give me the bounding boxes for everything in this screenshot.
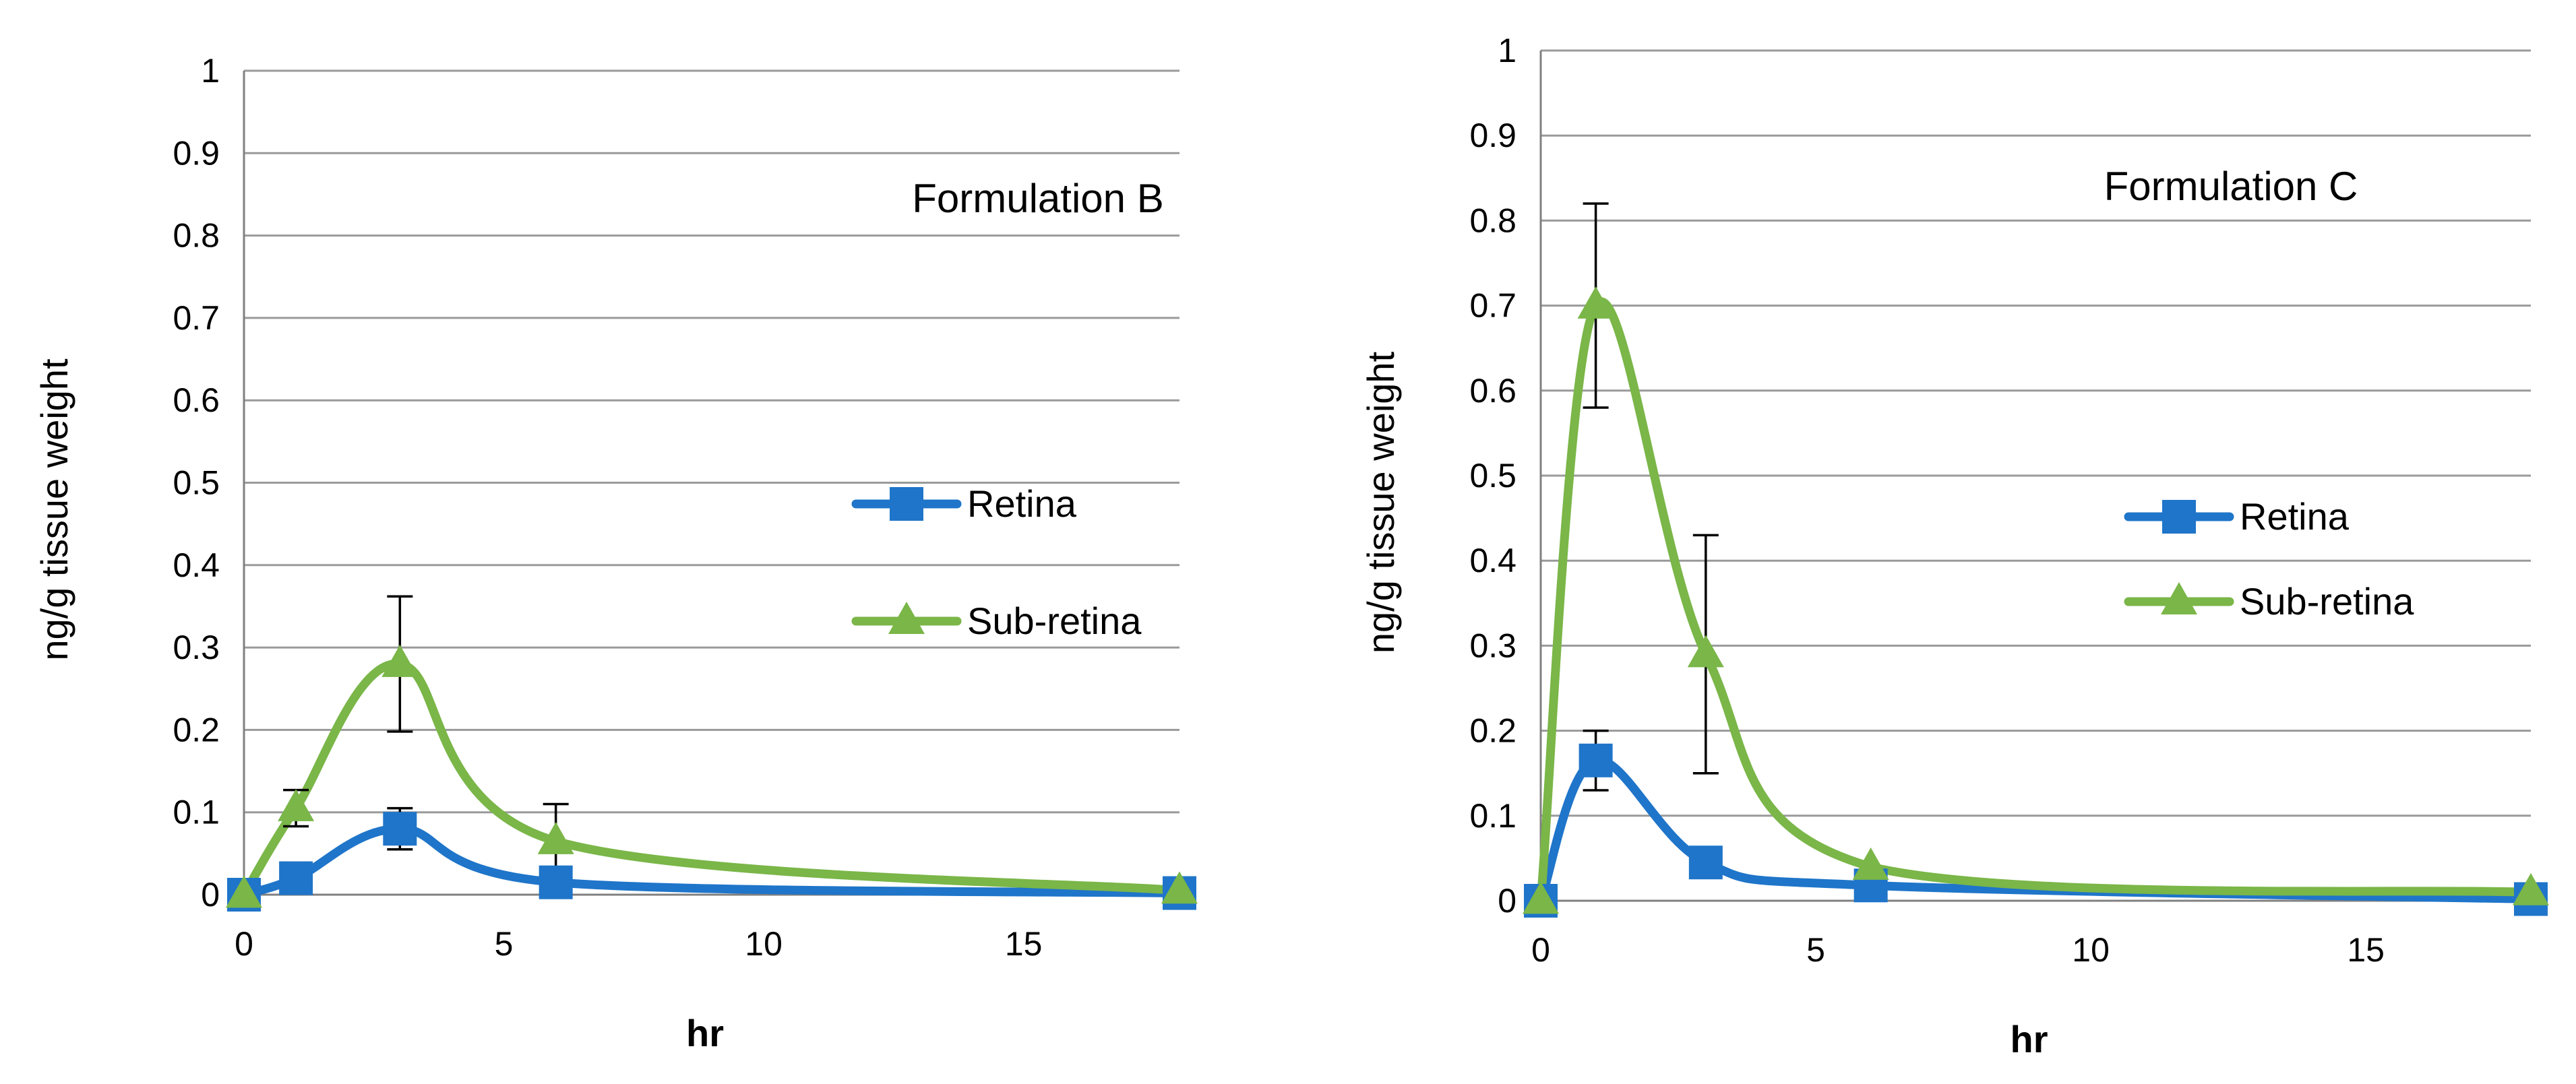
data-point-triangle [1687,635,1724,668]
y-tick-label: 0.9 [1469,117,1516,154]
y-tick-label: 1 [1498,32,1516,69]
y-tick-label: 0.1 [1469,797,1516,835]
legend-label: Sub-retina [967,600,1142,642]
y-tick-label: 0.8 [1469,201,1516,239]
y-tick-label: 0.7 [1469,287,1516,325]
data-point-square [279,861,313,895]
data-point-triangle [1577,286,1614,319]
data-point-triangle [226,875,262,908]
data-point-triangle [2513,872,2549,905]
x-tick-label: 5 [1806,931,1825,969]
y-tick-label: 0.2 [1469,712,1516,750]
legend: Retina Sub-retina [2124,495,2414,623]
legend-marker-triangle [2161,582,2197,614]
y-tick-label: 0.3 [1469,627,1516,664]
y-tick-label: 0.9 [173,134,220,172]
y-tick-label: 0.5 [173,464,220,502]
y-tick-label: 0.2 [173,711,220,748]
x-tick-label: 5 [495,925,514,963]
series-line [239,660,1184,899]
series-line [1536,756,2536,905]
x-axis-label: hr [686,1012,724,1054]
x-tick-label: 0 [1531,931,1550,969]
legend-label: Sub-retina [2240,580,2414,623]
chart-title: Formulation C [2104,164,2358,209]
y-tick-label: 0.4 [1469,542,1516,579]
y-tick-label: 0.8 [173,217,220,255]
chart-panel-1: 00.10.20.30.40.50.60.70.80.910 5 10 15hrng/… [33,52,1198,1054]
data-point-triangle [537,821,574,854]
y-tick-label: 0 [1498,882,1516,920]
y-axis-label: ng/g tissue weight [1359,351,1402,653]
chart-panel-2: 00.10.20.30.40.50.60.70.80.910 5 10 15hrng/… [1359,32,2549,1060]
y-tick-label: 0.5 [1469,457,1516,495]
x-tick-label: 10 [2072,931,2110,969]
series-sub-retina [239,660,1184,899]
y-tick-label: 0.7 [173,299,220,337]
y-tick-label: 0.3 [173,629,220,666]
data-point-triangle [1852,848,1889,880]
legend-marker-square [2162,500,2196,534]
y-tick-label: 0.6 [173,381,220,419]
legend-label: Retina [2240,495,2350,538]
chart-title: Formulation B [912,176,1163,221]
y-axis-label: ng/g tissue weight [33,358,75,661]
series-retina [1536,756,2536,905]
legend-marker-triangle [888,602,925,634]
data-point-triangle [1161,871,1198,904]
x-tick-label: 10 [745,925,783,963]
y-tick-label: 0.4 [173,546,220,584]
legend: Retina Sub-retina [851,482,1142,642]
data-point-triangle [381,645,419,677]
data-point-square [1578,743,1613,777]
data-point-square [383,812,417,846]
legend-label: Retina [967,482,1077,525]
data-point-square [539,865,573,899]
y-tick-label: 0.1 [173,794,220,831]
x-tick-label: 15 [1005,925,1043,963]
x-axis-label: hr [2011,1018,2048,1060]
data-point-triangle [278,789,315,821]
data-point-triangle [1523,881,1559,914]
x-tick-label: 15 [2347,931,2385,969]
y-tick-label: 0 [201,876,220,914]
y-tick-label: 1 [201,52,220,90]
x-tick-label: 0 [235,925,253,963]
y-tick-label: 0.6 [1469,372,1516,410]
data-point-square [1688,846,1723,880]
legend-marker-square [890,487,923,521]
